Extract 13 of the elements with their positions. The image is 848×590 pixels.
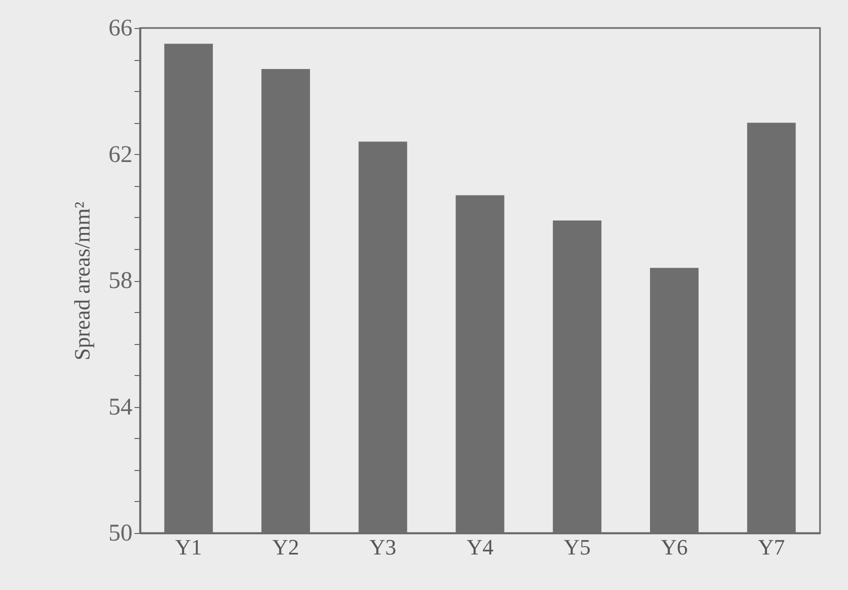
x-tick-label: Y6 [660,534,688,560]
x-tick-label: Y3 [369,534,396,560]
y-tick-label: 54 [108,394,132,420]
x-tick-label: Y5 [564,534,591,560]
x-tick-label: Y1 [175,534,202,560]
y-tick-label: 50 [108,520,132,546]
y-axis-title: Spread areas/mm² [70,201,94,360]
x-tick-label: Y2 [272,534,300,560]
y-tick-label: 66 [108,16,132,42]
y-tick-label: 62 [108,142,132,168]
y-tick-label: 58 [108,268,132,294]
x-tick-label: Y7 [758,534,785,560]
x-tick-label: Y4 [466,534,494,560]
